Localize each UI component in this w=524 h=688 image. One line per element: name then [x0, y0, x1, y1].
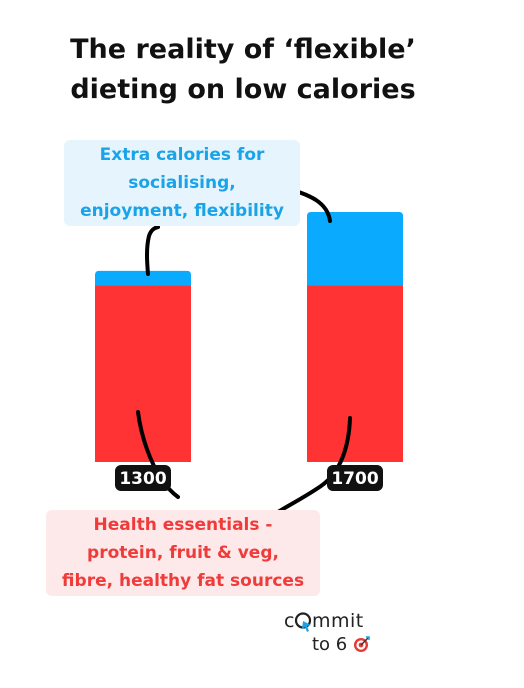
value-label-1700: 1700 [331, 469, 378, 489]
extra-calories-line-2: socialising, [128, 173, 236, 193]
chart-title-line-1: The reality of ‘flexible’ [70, 34, 416, 65]
bar-1700-essentials [307, 285, 403, 462]
value-label-1300: 1300 [119, 469, 166, 489]
extra-calories-annotation: Extra calories for socialising, enjoymen… [64, 140, 300, 226]
chart-title: The reality of ‘flexible’ dieting on low… [0, 30, 486, 110]
logo-line-1: c mmit [284, 610, 364, 632]
connector-essentials-right [276, 416, 352, 514]
connector-extra-left [145, 225, 160, 276]
extra-calories-line-3: enjoyment, flexibility [80, 201, 284, 221]
commit-to-6-logo: c mmit to 6 [284, 610, 424, 660]
bar-1300-extra [95, 270, 191, 286]
bar-1700-extra [307, 212, 403, 286]
logo-o-cursor-icon [294, 612, 312, 632]
logo-to-6: to 6 [312, 634, 348, 655]
value-label-bg-1300 [115, 465, 171, 491]
logo-word-mmit: mmit [311, 610, 364, 632]
chart-title-line-2: dieting on low calories [70, 74, 416, 105]
health-essentials-line-1: Health essentials - [93, 515, 273, 535]
extra-calories-line-1: Extra calories for [99, 145, 265, 165]
health-essentials-line-3: fibre, healthy fat sources [61, 571, 305, 591]
health-essentials-annotation: Health essentials - protein, fruit & veg… [46, 510, 320, 596]
target-icon [353, 636, 370, 652]
logo-line-2: to 6 [312, 634, 371, 655]
bars-group [95, 212, 403, 462]
health-essentials-line-2: protein, fruit & veg, [87, 543, 279, 563]
logo-letter-c: c [284, 610, 295, 632]
value-label-bg-1700 [327, 465, 383, 491]
value-labels-group: 1300 1700 [115, 465, 383, 491]
